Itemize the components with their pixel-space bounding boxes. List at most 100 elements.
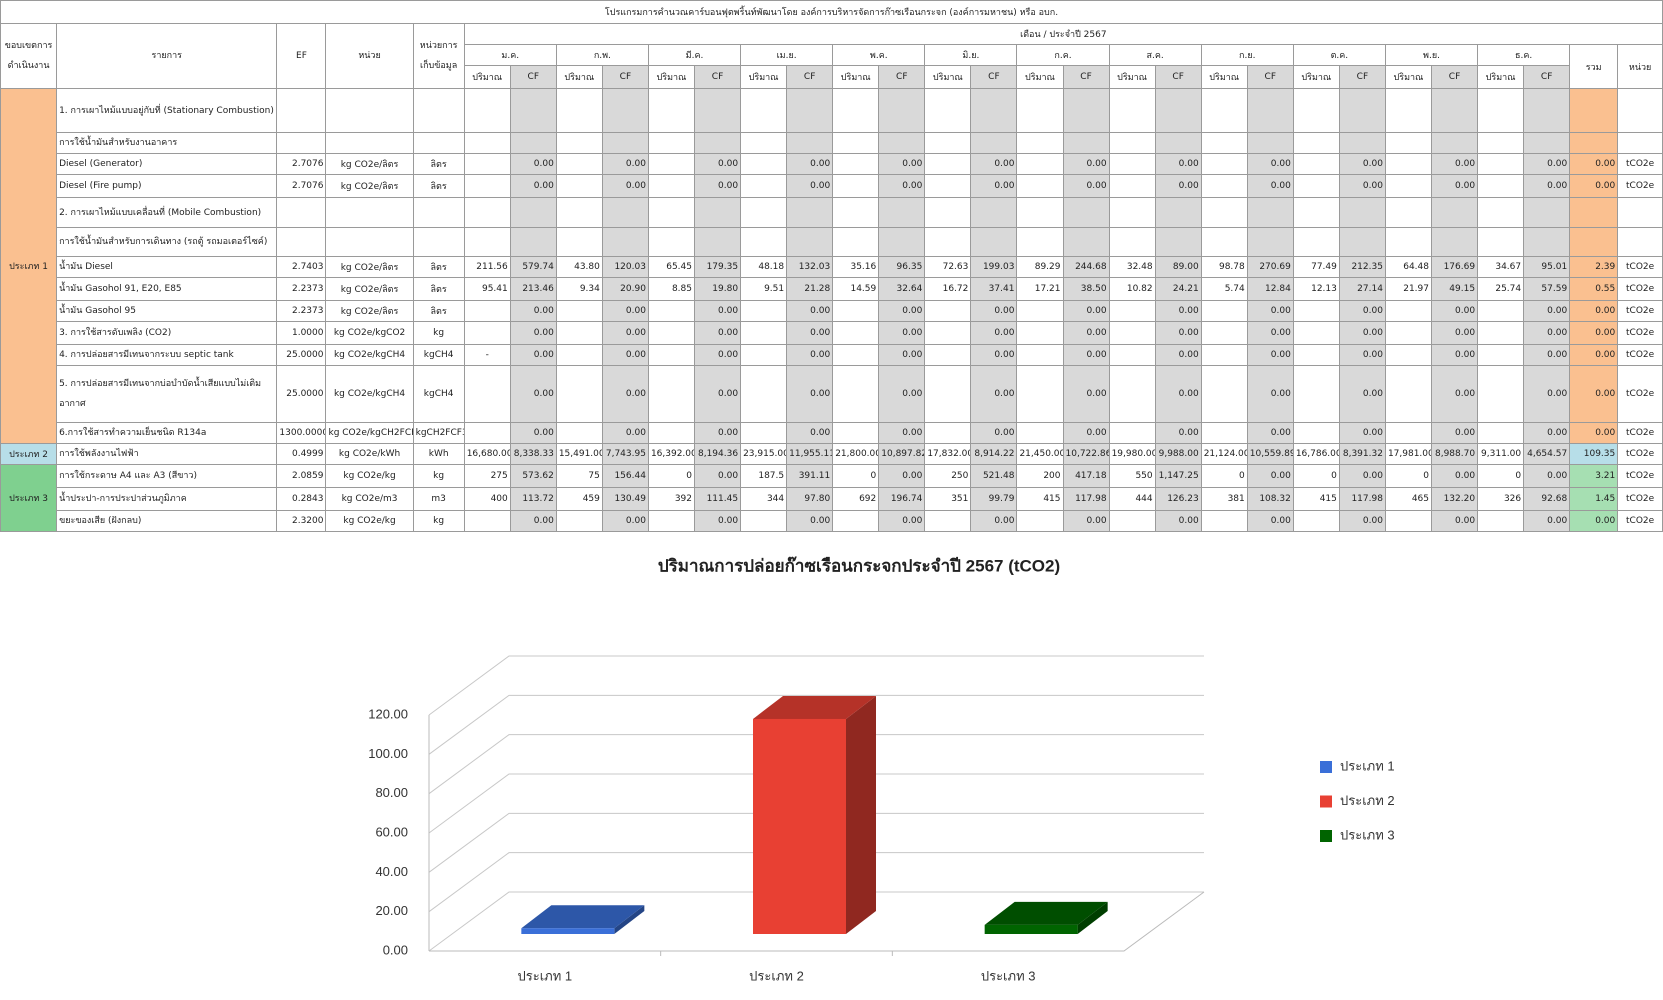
qty-cell [647, 344, 696, 366]
qty-cell [555, 197, 603, 228]
item-label: 3. การใช้สารดับเพลิง (CO2) [56, 321, 278, 345]
unit-cell: kg CO2e/ลิตร [325, 174, 414, 198]
cf-cell [1430, 88, 1479, 133]
cf-cell: 579.74 [509, 256, 557, 278]
qty-cell [924, 344, 972, 366]
qty-cell: 0 [1292, 464, 1340, 488]
data-unit-cell: kgCH4 [412, 344, 465, 366]
qty-cell [1292, 510, 1340, 532]
qty-cell [1292, 88, 1340, 133]
qty-cell [1384, 365, 1433, 423]
total-cell: 1.45 [1569, 487, 1619, 511]
qty-cell [1292, 153, 1340, 175]
qty-cell [463, 510, 511, 532]
month-header: มี.ค. [647, 44, 742, 66]
cf-cell: 0.00 [786, 422, 834, 444]
cf-cell: 4,654.57 [1523, 443, 1571, 465]
qty-cell [1108, 227, 1156, 257]
header-cf: CF [1430, 65, 1479, 89]
y-tick-label: 40.00 [375, 864, 408, 879]
table-row: การใช้น้ำมันสำหรับการเดินทาง (รถตู้ รถมอ… [1, 227, 1663, 257]
unit-cell [325, 227, 414, 257]
item-label: การใช้พลังงานไฟฟ้า [56, 443, 278, 465]
cf-cell [878, 227, 926, 257]
qty-cell [832, 132, 880, 154]
cf-cell [601, 227, 649, 257]
qty-cell [1384, 422, 1433, 444]
cf-cell: 0.00 [1430, 464, 1479, 488]
qty-cell [740, 153, 788, 175]
grid-line [428, 655, 1204, 716]
header-qty: ปริมาณ [463, 65, 511, 89]
cf-cell: 0.00 [1338, 344, 1386, 366]
cf-cell [786, 132, 834, 154]
qty-cell [832, 365, 880, 423]
qty-cell [463, 300, 511, 322]
ef-cell [276, 197, 327, 228]
cf-cell: 0.00 [970, 422, 1018, 444]
cf-cell [1523, 88, 1571, 133]
cf-cell: 92.68 [1523, 487, 1571, 511]
cf-cell: 0.00 [1246, 464, 1294, 488]
total-unit-cell [1617, 197, 1663, 228]
qty-cell [832, 300, 880, 322]
qty-cell [647, 153, 696, 175]
y-tick-label: 60.00 [375, 824, 408, 839]
qty-cell [1292, 174, 1340, 198]
qty-cell [832, 510, 880, 532]
cf-cell: 199.03 [970, 256, 1018, 278]
qty-cell [1108, 88, 1156, 133]
cf-cell: 0.00 [509, 344, 557, 366]
qty-cell [647, 300, 696, 322]
qty-cell [1292, 321, 1340, 345]
qty-cell [1477, 88, 1525, 133]
cf-cell: 0.00 [786, 300, 834, 322]
cf-cell [1154, 197, 1202, 228]
scope-label: ประเภท 3 [0, 464, 58, 532]
data-unit-cell: ลิตร [412, 277, 465, 301]
qty-cell: 89.29 [1016, 256, 1064, 278]
data-unit-cell [412, 132, 465, 154]
cf-cell: 0.00 [1338, 174, 1386, 198]
header-cf: CF [601, 65, 649, 89]
bar-side [614, 905, 645, 934]
cf-cell: 0.00 [1246, 344, 1294, 366]
qty-cell [647, 174, 696, 198]
qty-cell [1292, 227, 1340, 257]
cf-cell: 196.74 [878, 487, 926, 511]
qty-cell [1292, 344, 1340, 366]
cf-cell: 11,955.11 [786, 443, 834, 465]
data-unit-cell: kgCH2FCF3 [412, 422, 465, 444]
qty-cell [924, 88, 972, 133]
data-unit-cell: kgCH4 [412, 365, 465, 423]
header-qty: ปริมาณ [647, 65, 696, 89]
cf-cell: 0.00 [878, 174, 926, 198]
qty-cell [555, 153, 603, 175]
table-row: น้ำมัน Gasohol 91, E20, E85 2.2373 kg CO2e… [1, 277, 1663, 301]
ef-cell: 1300.0000 [276, 422, 327, 444]
qty-cell: 250 [924, 464, 972, 488]
cf-cell: 0.00 [1246, 153, 1294, 175]
table-row: Diesel (Fire pump) 2.7076 kg CO2e/ลิตร ลิตร… [1, 174, 1663, 198]
table-row: น้ำมัน Diesel 2.7403 kg CO2e/ลิตร ลิตร 211.5… [1, 256, 1663, 278]
x-tick-label: ประเภท 3 [981, 968, 1036, 983]
cf-cell: 0.00 [1523, 174, 1571, 198]
y-tick-label: 20.00 [375, 903, 408, 918]
table-row: Diesel (Generator) 2.7076 kg CO2e/ลิตร ลิตร… [1, 153, 1663, 175]
qty-cell [924, 365, 972, 423]
cf-cell: 8,988.70 [1430, 443, 1479, 465]
cf-cell: 0.00 [970, 153, 1018, 175]
cf-cell [1430, 132, 1479, 154]
ef-cell [276, 132, 327, 154]
header-cf: CF [509, 65, 557, 89]
cf-cell [1430, 227, 1479, 257]
cf-cell: 0.00 [1338, 321, 1386, 345]
total-cell [1569, 227, 1619, 257]
qty-cell [1292, 132, 1340, 154]
cf-cell: 0.00 [601, 321, 649, 345]
qty-cell [1477, 132, 1525, 154]
qty-cell: 0 [647, 464, 696, 488]
qty-cell [740, 344, 788, 366]
qty-cell: 9.34 [555, 277, 603, 301]
y-tick-label: 100.00 [368, 746, 408, 761]
